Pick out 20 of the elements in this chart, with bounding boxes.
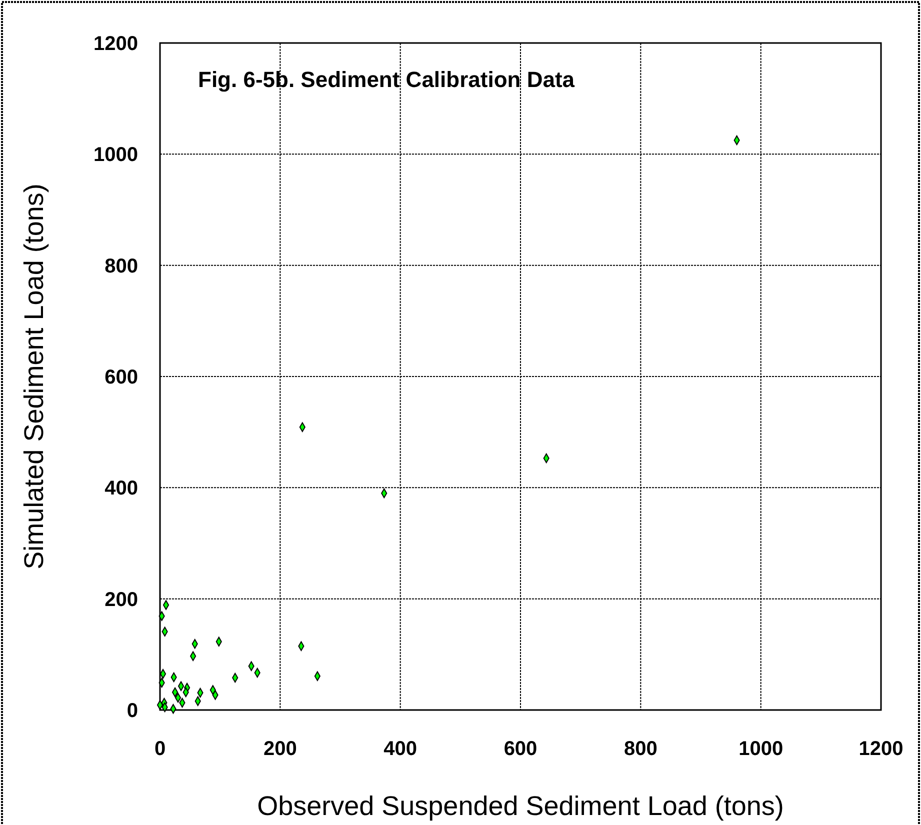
point — [160, 669, 166, 679]
y-tick-label: 0 — [126, 700, 138, 722]
y-tick-label: 200 — [104, 588, 138, 611]
y-tick-label: 400 — [104, 478, 138, 500]
x-tick-label: 1200 — [858, 738, 904, 760]
y-tick-label: 1000 — [94, 144, 138, 166]
y-axis-title: Simulated Sediment Load (tons) — [19, 184, 49, 570]
x-tick-label: 800 — [624, 738, 658, 760]
x-tick-label: 600 — [504, 738, 538, 760]
x-tick-label: 1000 — [738, 738, 784, 760]
y-tick-label: 600 — [104, 366, 138, 388]
y-tick-label: 1200 — [94, 33, 138, 55]
x-tick-label: 200 — [263, 738, 297, 760]
x-axis-title: Observed Suspended Sediment Load (tons) — [257, 791, 784, 821]
point — [162, 600, 170, 610]
point — [156, 700, 164, 710]
text: Fig. 6-5b. Sediment Calibration Data — [198, 67, 576, 92]
x-tick-label: 0 — [154, 738, 166, 760]
y-tick-label: 800 — [104, 255, 138, 278]
x-tick-label: 400 — [384, 738, 418, 760]
